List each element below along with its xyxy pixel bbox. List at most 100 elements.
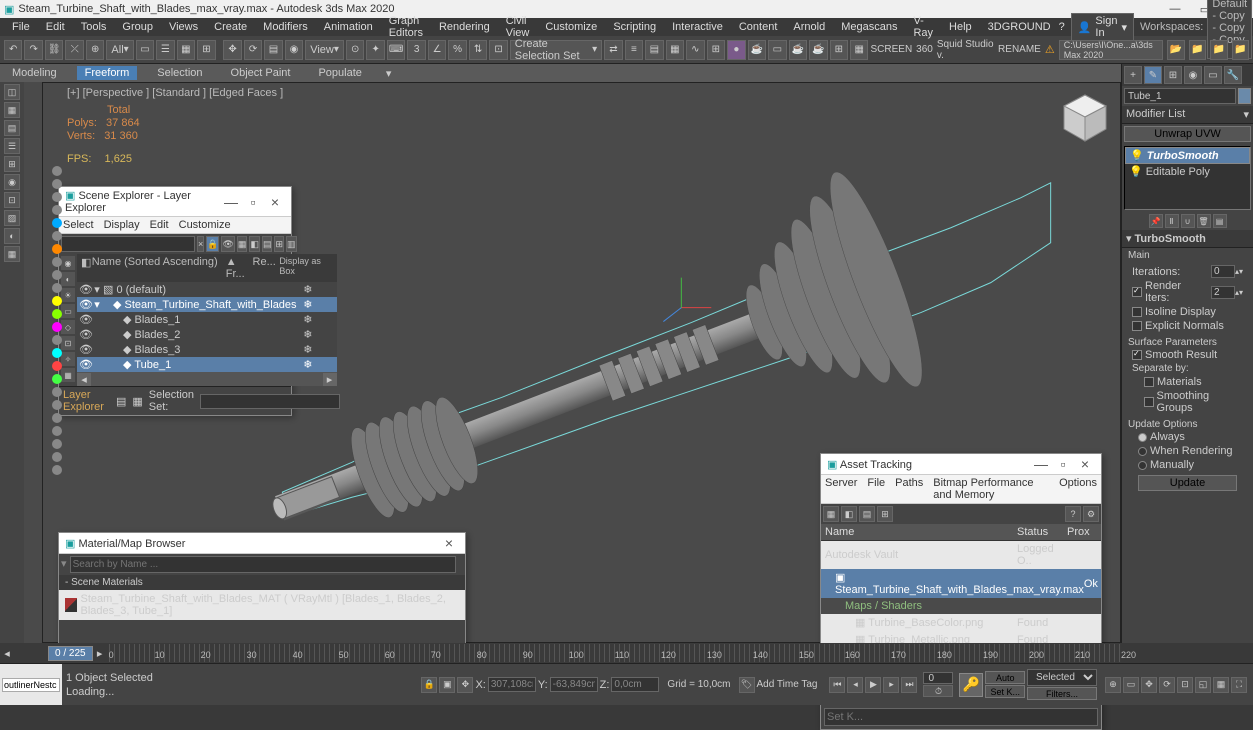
se-lock[interactable]: 🔒 bbox=[206, 236, 219, 252]
vp-nav-8[interactable]: ⛶ bbox=[1231, 677, 1247, 693]
ribbon-object paint[interactable]: Object Paint bbox=[223, 66, 299, 80]
ls-f[interactable]: ◉ bbox=[4, 174, 20, 190]
render-button[interactable]: ☕ bbox=[789, 40, 807, 60]
undo-button[interactable]: ↶ bbox=[4, 40, 22, 60]
dot-21[interactable] bbox=[52, 439, 62, 449]
dot-1[interactable] bbox=[52, 179, 62, 189]
bulb-icon[interactable]: 💡 bbox=[1129, 165, 1143, 178]
se-scroll-right[interactable]: ▸ bbox=[323, 373, 337, 386]
pin-stack-button[interactable]: 📌 bbox=[1149, 214, 1163, 228]
render-iters-input[interactable] bbox=[1211, 286, 1235, 299]
dot-6[interactable] bbox=[52, 244, 62, 254]
layer-explorer-button[interactable]: ▤ bbox=[645, 40, 663, 60]
menu-file[interactable]: File bbox=[4, 19, 38, 35]
ls-a[interactable]: ◫ bbox=[4, 84, 20, 100]
dot-23[interactable] bbox=[52, 465, 62, 475]
dot-14[interactable] bbox=[52, 348, 62, 358]
bulb-icon[interactable]: 💡 bbox=[1130, 149, 1144, 162]
materials-check[interactable] bbox=[1144, 377, 1154, 387]
mirror-button[interactable]: ⇄ bbox=[604, 40, 622, 60]
mat-search-input[interactable] bbox=[70, 556, 456, 573]
unlink-button[interactable]: ⤫ bbox=[65, 40, 83, 60]
add-time-tag[interactable]: Add Time Tag bbox=[757, 679, 818, 690]
dot-19[interactable] bbox=[52, 413, 62, 423]
scene-row[interactable]: 👁◆ Tube_1❄ bbox=[77, 357, 337, 372]
ls-j[interactable]: ▦ bbox=[4, 246, 20, 262]
signin-button[interactable]: 👤 Sign In ▾ bbox=[1071, 13, 1134, 41]
always-radio[interactable] bbox=[1138, 433, 1147, 442]
at-menu-server[interactable]: Server bbox=[825, 477, 857, 501]
timeline[interactable]: ◂ 0 / 225 ▸ 0102030405060708090100110120… bbox=[0, 643, 1121, 663]
dot-4[interactable] bbox=[52, 218, 62, 228]
menu-interactive[interactable]: Interactive bbox=[664, 19, 731, 35]
se-menu-select[interactable]: Select bbox=[63, 219, 94, 231]
play-button[interactable]: ▶ bbox=[865, 677, 881, 693]
axis-button[interactable]: ✥ bbox=[457, 677, 473, 693]
x-input[interactable] bbox=[488, 677, 536, 692]
menu-3dground[interactable]: 3DGROUND bbox=[980, 19, 1059, 35]
vp-nav-3[interactable]: ✥ bbox=[1141, 677, 1157, 693]
se-menu-customize[interactable]: Customize bbox=[179, 219, 231, 231]
menu-scripting[interactable]: Scripting bbox=[605, 19, 664, 35]
mat-item[interactable]: Steam_Turbine_Shaft_with_Blades_MAT ( VR… bbox=[59, 590, 465, 620]
menu-customize[interactable]: Customize bbox=[537, 19, 605, 35]
at-t4[interactable]: ⊞ bbox=[877, 506, 893, 522]
object-color-swatch[interactable] bbox=[1238, 88, 1251, 104]
key-filters-button[interactable]: Filters... bbox=[1027, 687, 1097, 700]
autokey-button[interactable]: Auto bbox=[985, 671, 1025, 684]
ls-h[interactable]: ▨ bbox=[4, 210, 20, 226]
time-slider[interactable]: 0 / 225 bbox=[48, 646, 93, 661]
mat-close[interactable]: × bbox=[439, 535, 459, 551]
object-name-input[interactable] bbox=[1124, 88, 1236, 104]
window-cross-button[interactable]: ⊞ bbox=[197, 40, 215, 60]
z-input[interactable] bbox=[611, 677, 659, 692]
dot-17[interactable] bbox=[52, 387, 62, 397]
path-field[interactable]: C:\Users\I\One...a\3ds Max 2020 bbox=[1059, 40, 1164, 60]
se-search-input[interactable] bbox=[61, 236, 195, 252]
tab-hierarchy[interactable]: ⊞ bbox=[1164, 66, 1182, 84]
tl-right-arrow[interactable]: ▸ bbox=[93, 647, 107, 660]
named-selset[interactable]: Create Selection Set ▾ bbox=[510, 40, 602, 60]
at-min[interactable]: — bbox=[1031, 456, 1051, 472]
at-t3[interactable]: ▤ bbox=[859, 506, 875, 522]
material-editor-button[interactable]: ● bbox=[727, 40, 745, 60]
set-key-button[interactable]: 🔑 bbox=[959, 673, 983, 697]
smgroups-check[interactable] bbox=[1144, 397, 1154, 407]
time-tag-icon[interactable]: 🏷 bbox=[739, 677, 755, 693]
ls-b[interactable]: ▦ bbox=[4, 102, 20, 118]
toggle-ribbon-button[interactable]: ▦ bbox=[666, 40, 684, 60]
menu-group[interactable]: Group bbox=[114, 19, 161, 35]
se-close[interactable]: × bbox=[265, 194, 285, 210]
tab-display[interactable]: ▭ bbox=[1204, 66, 1222, 84]
goto-end-button[interactable]: ⏭ bbox=[901, 677, 917, 693]
next-frame-button[interactable]: ▸ bbox=[883, 677, 899, 693]
se-menu-edit[interactable]: Edit bbox=[150, 219, 169, 231]
se-max[interactable]: ▫ bbox=[243, 194, 263, 210]
goto-start-button[interactable]: ⏮ bbox=[829, 677, 845, 693]
se-scroll-left[interactable]: ◂ bbox=[77, 373, 91, 386]
ls-c[interactable]: ▤ bbox=[4, 120, 20, 136]
unwrap-uvw-button[interactable]: Unwrap UVW bbox=[1124, 126, 1251, 142]
dot-7[interactable] bbox=[52, 257, 62, 267]
se-min[interactable]: — bbox=[221, 194, 241, 210]
menu-graph-editors[interactable]: Graph Editors bbox=[381, 13, 431, 41]
placement-button[interactable]: ◉ bbox=[285, 40, 303, 60]
asset-row[interactable]: Autodesk VaultLogged O.. bbox=[821, 541, 1101, 569]
dot-5[interactable] bbox=[52, 231, 62, 241]
move-button[interactable]: ✥ bbox=[223, 40, 241, 60]
time-config-button[interactable]: ⏱ bbox=[923, 685, 953, 697]
current-frame-input[interactable] bbox=[923, 672, 953, 684]
maxscript-input[interactable] bbox=[2, 678, 60, 692]
show-end-result-button[interactable]: Ⅱ bbox=[1165, 214, 1179, 228]
dot-11[interactable] bbox=[52, 309, 62, 319]
folder3-button[interactable]: 📁 bbox=[1210, 40, 1227, 60]
snap-button[interactable]: 3 bbox=[407, 40, 425, 60]
asset-setk-input[interactable] bbox=[824, 708, 1098, 726]
bind-button[interactable]: ⊕ bbox=[86, 40, 104, 60]
ribbon-selection[interactable]: Selection bbox=[149, 66, 210, 80]
asset-row[interactable]: ▦ Turbine_BaseColor.pngFound bbox=[821, 614, 1101, 631]
folder4-button[interactable]: 📁 bbox=[1232, 40, 1249, 60]
vp-nav-6[interactable]: ◱ bbox=[1195, 677, 1211, 693]
at-menu-file[interactable]: File bbox=[867, 477, 885, 501]
tab-motion[interactable]: ◉ bbox=[1184, 66, 1202, 84]
